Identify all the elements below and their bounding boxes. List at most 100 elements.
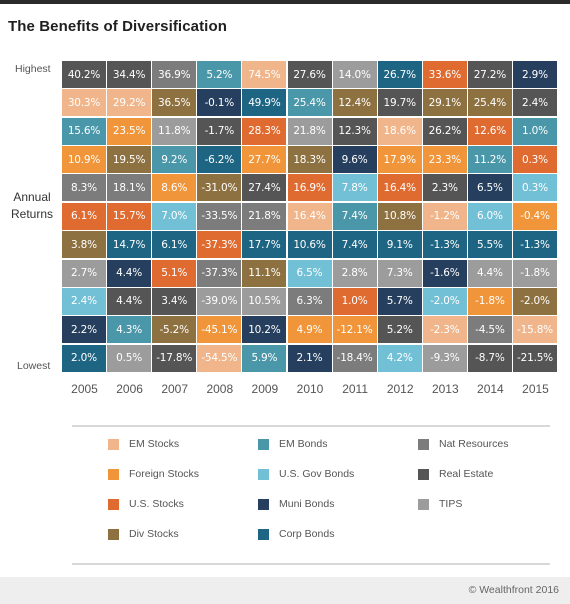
- return-cell: 4.4%: [467, 259, 512, 287]
- return-cell: -45.1%: [197, 316, 242, 344]
- return-cell: 1.0%: [513, 117, 557, 145]
- return-cell: 25.4%: [287, 89, 332, 117]
- return-cell: -2.0%: [513, 287, 557, 315]
- return-cell: 7.3%: [377, 259, 422, 287]
- return-cell: 2.0%: [62, 344, 106, 372]
- legend-swatch: [418, 438, 429, 450]
- return-cell: 26.2%: [422, 117, 467, 145]
- highest-label: Highest: [15, 63, 51, 75]
- return-cell: -21.5%: [513, 344, 557, 372]
- legend-item: Muni Bonds: [258, 498, 334, 510]
- legend-label: EM Stocks: [129, 438, 180, 450]
- legend-item: U.S. Stocks: [108, 498, 184, 510]
- return-cell: 6.0%: [467, 202, 512, 230]
- return-cell: -37.3%: [197, 231, 242, 259]
- legend-item: Corp Bonds: [258, 528, 334, 540]
- return-cell: 2.1%: [287, 344, 332, 372]
- return-cell: 5.7%: [377, 287, 422, 315]
- footer: © Wealthfront 2016: [0, 577, 570, 604]
- return-cell: -6.2%: [197, 146, 242, 174]
- return-cell: 3.4%: [152, 287, 197, 315]
- return-cell: -39.0%: [197, 287, 242, 315]
- legend-label: Nat Resources: [439, 438, 509, 450]
- return-cell: 27.4%: [242, 174, 287, 202]
- return-cell: 34.4%: [107, 61, 152, 88]
- return-cell: -2.3%: [422, 316, 467, 344]
- legend-label: U.S. Gov Bonds: [279, 468, 355, 480]
- return-cell: 7.0%: [152, 202, 197, 230]
- return-cell: 12.6%: [467, 117, 512, 145]
- return-cell: 40.2%: [62, 61, 106, 88]
- year-label: 2015: [522, 382, 549, 396]
- legend-item: Nat Resources: [418, 438, 508, 450]
- legend-swatch: [418, 498, 429, 510]
- legend-item: Div Stocks: [108, 528, 179, 540]
- return-cell: 6.1%: [62, 202, 106, 230]
- return-cell: -5.2%: [152, 316, 197, 344]
- legend-label: Foreign Stocks: [129, 468, 200, 480]
- year-label: 2010: [296, 382, 324, 396]
- return-cell: 4.4%: [107, 259, 152, 287]
- return-cell: 4.9%: [287, 316, 332, 344]
- return-cell: 16.9%: [287, 174, 332, 202]
- return-cell: 30.3%: [62, 89, 106, 117]
- return-cell: 7.8%: [332, 174, 377, 202]
- legend-label: TIPS: [439, 498, 463, 510]
- return-cell: 6.1%: [152, 231, 197, 259]
- return-cell: 11.2%: [467, 146, 512, 174]
- return-cell: -0.1%: [197, 89, 242, 117]
- return-cell: 15.6%: [62, 117, 106, 145]
- year-label: 2011: [342, 382, 368, 396]
- year-label: 2014: [477, 382, 504, 396]
- year-label: 2007: [161, 382, 189, 396]
- return-cell: 5.1%: [152, 259, 197, 287]
- return-cell: 4.2%: [377, 344, 422, 372]
- year-label: 2006: [116, 382, 143, 396]
- return-cell: -1.8%: [513, 259, 557, 287]
- return-cell: -15.8%: [513, 316, 557, 344]
- return-cell: 27.2%: [467, 61, 512, 88]
- legend-label: Div Stocks: [129, 528, 179, 540]
- return-cell: 2.9%: [513, 61, 557, 88]
- return-cell: 2.2%: [62, 316, 106, 344]
- return-cell: 14.7%: [107, 231, 152, 259]
- legend-swatch: [418, 468, 429, 480]
- return-cell: 49.9%: [242, 89, 287, 117]
- year-label: 2013: [431, 382, 459, 396]
- legend-label: Muni Bonds: [279, 498, 335, 510]
- legend-rule-top: [72, 425, 550, 427]
- return-cell: 18.3%: [287, 146, 332, 174]
- legend-swatch: [258, 528, 269, 540]
- return-cell: 17.9%: [377, 146, 422, 174]
- return-cell: 27.6%: [287, 61, 332, 88]
- return-cell: 36.9%: [152, 61, 197, 88]
- legend-rule-bottom: [72, 563, 550, 565]
- return-cell: 6.3%: [287, 287, 332, 315]
- return-cell: -2.0%: [422, 287, 467, 315]
- year-label: 2005: [71, 382, 98, 396]
- return-cell: 10.5%: [242, 287, 287, 315]
- legend-item: TIPS: [418, 498, 462, 510]
- legend-swatch: [108, 438, 119, 450]
- return-cell: 19.7%: [377, 89, 422, 117]
- return-cell: 11.8%: [152, 117, 197, 145]
- return-cell: 0.5%: [107, 344, 152, 372]
- return-cell: 12.3%: [332, 117, 377, 145]
- return-cell: -1.6%: [422, 259, 467, 287]
- return-cell: 3.8%: [62, 231, 106, 259]
- return-cell: 16.4%: [287, 202, 332, 230]
- return-cell: -4.5%: [467, 316, 512, 344]
- top-rule: [0, 0, 570, 4]
- return-cell: 4.4%: [107, 287, 152, 315]
- return-cell: 10.2%: [242, 316, 287, 344]
- return-cell: 21.8%: [287, 117, 332, 145]
- copyright: © Wealthfront 2016: [468, 584, 559, 596]
- return-cell: 15.7%: [107, 202, 152, 230]
- legend-item: Foreign Stocks: [108, 468, 199, 480]
- legend: EM Stocks Foreign Stocks U.S. Stocks Div St…: [108, 438, 548, 556]
- return-cell: 29.2%: [107, 89, 152, 117]
- return-cell: 6.5%: [287, 259, 332, 287]
- legend-swatch: [108, 468, 119, 480]
- returns-grid: 40.2% 30.3% 15.6% 10.9% 8.3% 6.1% 3.8% 2.7% 2.4%…: [62, 61, 558, 373]
- return-cell: 21.8%: [242, 202, 287, 230]
